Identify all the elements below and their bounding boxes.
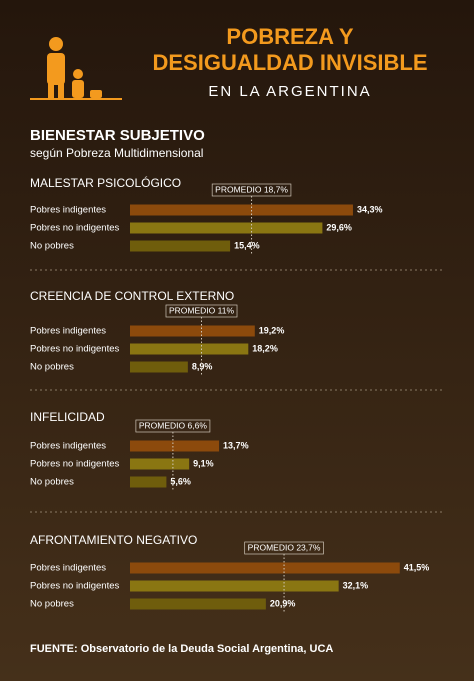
category-label: Pobres indigentes (30, 441, 106, 452)
average-box (244, 541, 324, 555)
bar (130, 476, 167, 488)
separators (30, 269, 444, 513)
average-box (211, 183, 292, 197)
subtitle: EN LA ARGENTINA (208, 83, 371, 100)
family-icon (30, 37, 122, 100)
category-label: Pobres indigentes (30, 205, 106, 216)
bar (130, 222, 323, 234)
bar (130, 598, 266, 610)
category-label: No pobres (30, 362, 74, 373)
bar (130, 343, 249, 355)
section-subtitle: según Pobreza Multidimensional (30, 146, 203, 160)
value-label: 29,6% (326, 222, 352, 232)
section-title: BIENESTAR SUBJETIVO (30, 127, 205, 144)
value-label: 5,6% (170, 476, 191, 486)
title-line1: POBREZA Y (226, 24, 353, 49)
bar (130, 240, 231, 252)
category-label: No pobres (30, 241, 74, 252)
value-label: 8,9% (192, 361, 213, 371)
value-label: 19,2% (259, 325, 285, 335)
bar (130, 458, 190, 470)
category-label: Pobres no indigentes (30, 459, 120, 470)
chart-title: INFELICIDAD (30, 410, 105, 424)
value-label: 9,1% (193, 458, 214, 468)
average-label: PROMEDIO 11% (169, 305, 234, 315)
average-label: PROMEDIO 6,6% (139, 420, 207, 430)
category-label: Pobres no indigentes (30, 223, 120, 234)
average-label: PROMEDIO 23,7% (248, 542, 321, 552)
value-label: 20,9% (270, 598, 296, 608)
average-label: PROMEDIO 18,7% (215, 184, 288, 194)
bar (130, 440, 220, 452)
chart-title: AFRONTAMIENTO NEGATIVO (30, 533, 197, 547)
category-label: No pobres (30, 477, 74, 488)
average-box (165, 304, 238, 318)
category-label: Pobres no indigentes (30, 344, 120, 355)
average-box (135, 419, 211, 433)
bar (130, 361, 188, 373)
chart-title: MALESTAR PSICOLÓGICO (30, 175, 181, 190)
title-line2: DESIGUALDAD INVISIBLE (152, 50, 427, 75)
value-label: 18,2% (252, 343, 278, 353)
chart-title: CREENCIA DE CONTROL EXTERNO (30, 289, 234, 303)
category-label: No pobres (30, 599, 74, 610)
source: FUENTE: Observatorio de la Deuda Social … (30, 643, 333, 655)
value-label: 15,4% (234, 240, 260, 250)
category-label: Pobres indigentes (30, 326, 106, 337)
value-label: 32,1% (343, 580, 369, 590)
value-label: 13,7% (223, 440, 249, 450)
bar (130, 204, 353, 216)
bar (130, 562, 400, 574)
category-label: Pobres indigentes (30, 563, 106, 574)
value-label: 41,5% (404, 562, 430, 572)
bar (130, 325, 255, 337)
value-label: 34,3% (357, 204, 383, 214)
category-label: Pobres no indigentes (30, 581, 120, 592)
bar (130, 580, 339, 592)
